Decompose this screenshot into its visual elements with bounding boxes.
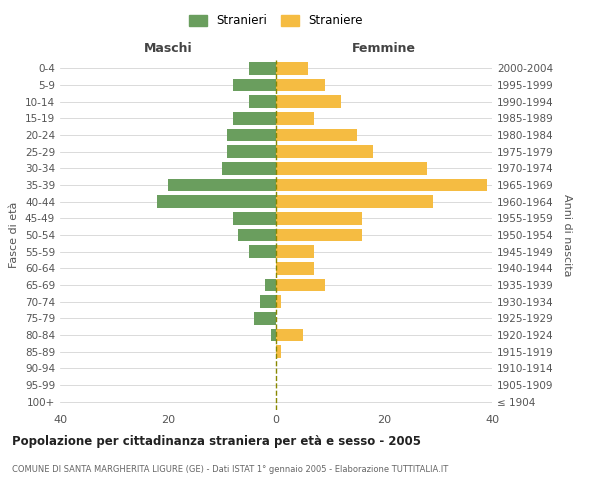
Bar <box>276 279 325 291</box>
Bar <box>276 262 314 274</box>
Text: Femmine: Femmine <box>352 42 416 55</box>
Bar <box>227 128 276 141</box>
Bar <box>276 146 373 158</box>
Bar <box>276 212 362 224</box>
Bar <box>276 346 281 358</box>
Bar <box>276 128 357 141</box>
Legend: Stranieri, Straniere: Stranieri, Straniere <box>185 11 367 31</box>
Y-axis label: Fasce di età: Fasce di età <box>10 202 19 268</box>
Bar <box>276 62 308 74</box>
Bar <box>260 296 276 308</box>
Bar <box>276 96 341 108</box>
Bar <box>276 296 281 308</box>
Bar <box>233 212 276 224</box>
Text: Maschi: Maschi <box>143 42 193 55</box>
Bar <box>168 179 276 191</box>
Bar <box>276 112 314 124</box>
Bar <box>222 162 276 174</box>
Bar <box>227 146 276 158</box>
Bar <box>254 312 276 324</box>
Bar <box>276 179 487 191</box>
Text: Popolazione per cittadinanza straniera per età e sesso - 2005: Popolazione per cittadinanza straniera p… <box>12 435 421 448</box>
Bar <box>276 229 362 241</box>
Text: COMUNE DI SANTA MARGHERITA LIGURE (GE) - Dati ISTAT 1° gennaio 2005 - Elaborazio: COMUNE DI SANTA MARGHERITA LIGURE (GE) -… <box>12 465 448 474</box>
Bar <box>157 196 276 208</box>
Bar <box>276 246 314 258</box>
Bar <box>276 79 325 92</box>
Bar <box>265 279 276 291</box>
Bar <box>276 162 427 174</box>
Bar <box>233 112 276 124</box>
Y-axis label: Anni di nascita: Anni di nascita <box>562 194 572 276</box>
Bar <box>271 329 276 341</box>
Bar <box>238 229 276 241</box>
Bar <box>276 329 303 341</box>
Bar <box>249 246 276 258</box>
Bar <box>249 96 276 108</box>
Bar <box>249 62 276 74</box>
Bar <box>233 79 276 92</box>
Bar <box>276 196 433 208</box>
